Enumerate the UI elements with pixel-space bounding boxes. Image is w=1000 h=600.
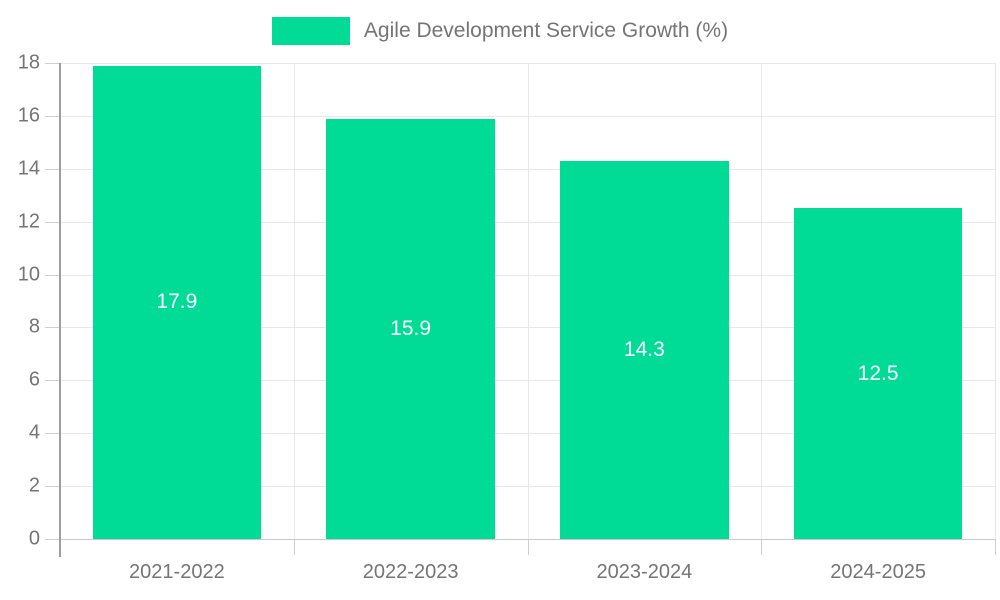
x-axis-category-label: 2024-2025 [830,561,926,583]
y-axis-tick-label: 4 [28,421,40,444]
y-tick-mark [45,539,60,540]
legend-label: Agile Development Service Growth (%) [363,19,729,42]
y-tick-mark [45,63,60,64]
y-tick-mark [45,274,60,276]
x-axis-category-label: 2022-2023 [362,561,459,583]
x-tick-mark [995,539,996,555]
y-axis-tick-label: 8 [28,315,40,338]
bar-value-label: 15.9 [390,316,432,340]
y-axis-tick-label: 10 [17,263,40,286]
bar-value-label: 14.3 [623,337,665,361]
y-tick-mark [45,380,60,382]
bar-value-label: 12.5 [857,361,899,385]
y-axis-tick-label: 6 [28,368,40,391]
legend-swatch-icon [271,17,350,45]
y-tick-mark [45,221,60,223]
v-gridline [527,63,529,539]
y-tick-mark [45,433,60,435]
x-tick-mark [527,539,529,555]
legend[interactable]: Agile Development Service Growth (%) [0,14,1000,48]
y-axis-tick-label: 2 [28,474,40,497]
bar[interactable]: 12.5 [793,208,963,539]
bar[interactable]: 17.9 [92,65,262,539]
y-axis-tick-label: 16 [17,104,40,127]
bar[interactable]: 15.9 [326,118,495,539]
x-axis-category-label: 2023-2024 [596,561,693,583]
y-tick-mark [45,327,60,329]
y-axis-tick-label: 12 [17,210,40,233]
y-tick-mark [45,486,60,488]
bar-value-label: 17.9 [156,290,198,314]
y-axis-tick-label: 18 [17,51,40,74]
v-gridline [995,63,996,539]
x-tick-mark [293,539,295,555]
x-axis-line [60,539,995,540]
x-axis-category-label: 2021-2022 [129,561,225,583]
y-axis-line [59,63,61,557]
y-tick-mark [45,115,60,117]
y-axis-tick-label: 14 [17,157,40,180]
v-gridline [293,63,295,539]
v-gridline [761,63,763,539]
y-axis-tick-label: 0 [28,527,40,550]
x-tick-mark [761,539,763,555]
bar[interactable]: 14.3 [560,160,729,539]
y-tick-mark [45,168,60,170]
